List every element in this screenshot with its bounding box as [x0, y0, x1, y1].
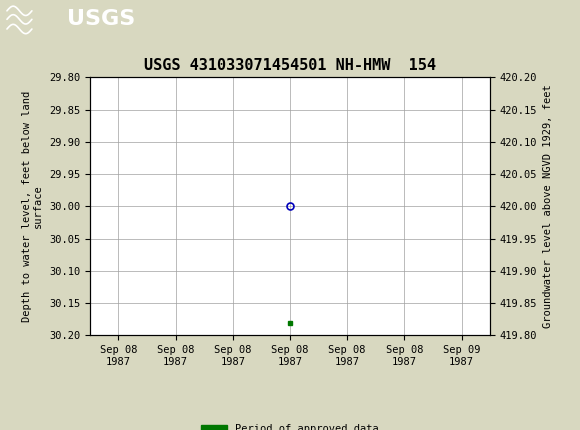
Text: USGS: USGS: [67, 9, 135, 29]
Y-axis label: Depth to water level, feet below land
surface: Depth to water level, feet below land su…: [22, 91, 44, 322]
Y-axis label: Groundwater level above NGVD 1929, feet: Groundwater level above NGVD 1929, feet: [543, 85, 553, 328]
Text: USGS 431033071454501 NH-HMW  154: USGS 431033071454501 NH-HMW 154: [144, 58, 436, 73]
Legend: Period of approved data: Period of approved data: [197, 420, 383, 430]
